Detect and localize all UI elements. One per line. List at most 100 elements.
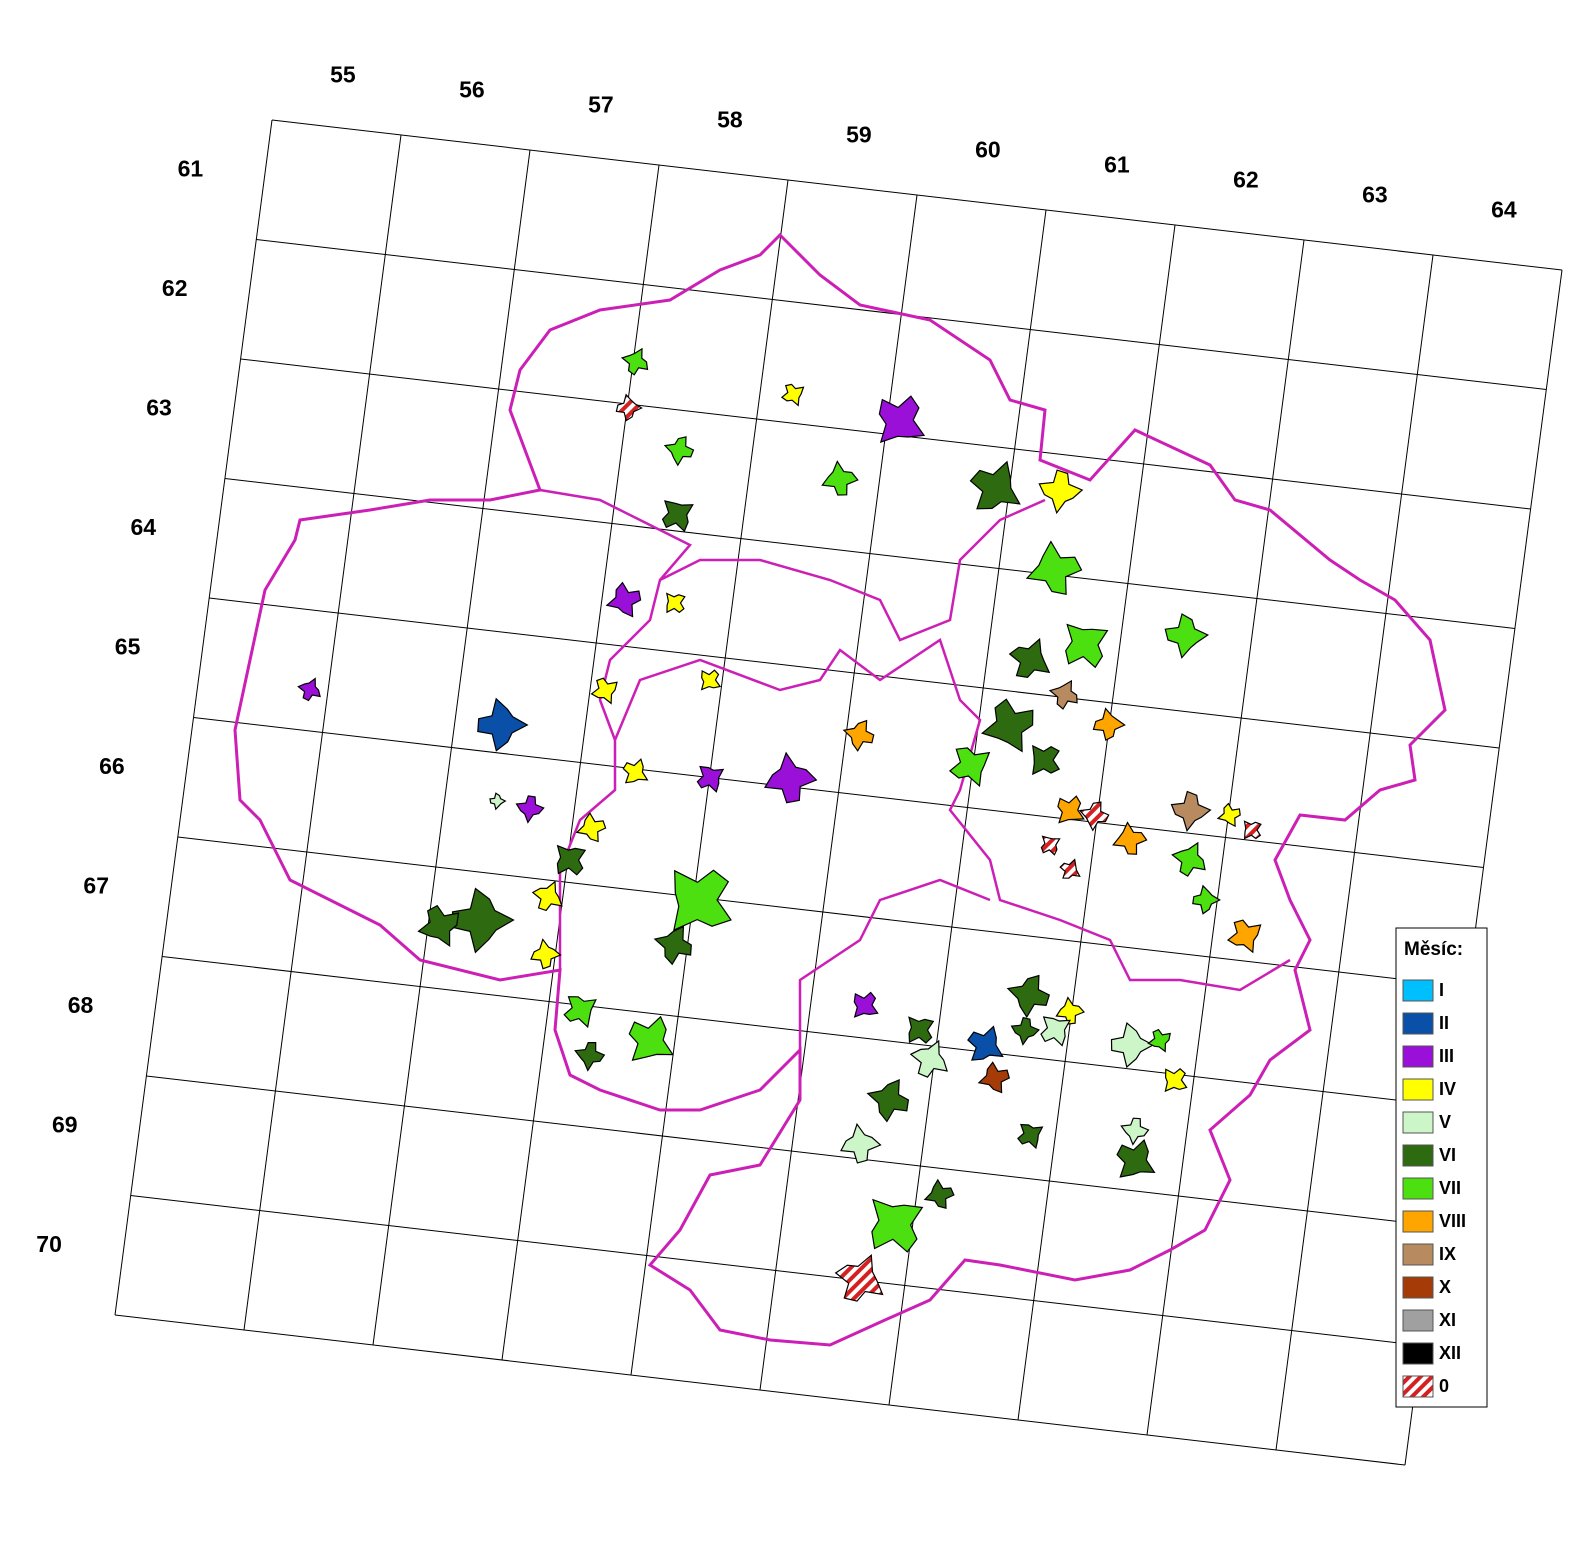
occurrence-patch xyxy=(661,500,694,533)
grid-line xyxy=(224,478,1515,629)
district-boundary xyxy=(539,488,1291,1050)
occurrence-patch xyxy=(1038,469,1084,515)
legend-swatch xyxy=(1402,1045,1434,1068)
legend-swatch xyxy=(1402,1276,1434,1299)
column-label: 62 xyxy=(1233,166,1259,192)
occurrence-patch xyxy=(1078,801,1110,832)
occurrence-patch xyxy=(515,795,545,824)
occurrence-patch xyxy=(531,880,563,912)
occurrence-patch xyxy=(1164,1068,1188,1093)
legend-label: V xyxy=(1439,1112,1451,1132)
occurrence-patch xyxy=(763,751,818,804)
occurrence-patch xyxy=(605,581,642,618)
legend-label: II xyxy=(1439,1013,1449,1033)
grid-line xyxy=(114,1314,1406,1466)
occurrence-patch xyxy=(909,1039,948,1078)
column-label: 57 xyxy=(588,91,614,117)
row-label: 65 xyxy=(115,633,141,659)
legend-swatch xyxy=(1402,1210,1434,1233)
occurrence-patch xyxy=(1120,1117,1150,1146)
occurrence-patch xyxy=(834,1253,884,1302)
occurrence-patch xyxy=(417,904,460,948)
occurrence-patch xyxy=(628,1015,674,1062)
legend-swatch xyxy=(1402,979,1434,1002)
column-label: 55 xyxy=(330,61,356,87)
occurrence-patch xyxy=(821,460,859,496)
occurrence-patch xyxy=(1147,1028,1171,1053)
legend-label: 0 xyxy=(1439,1376,1449,1396)
occurrence-patch xyxy=(530,938,562,970)
occurrence-patch xyxy=(1032,744,1061,776)
occurrence-patch xyxy=(563,996,597,1029)
occurrence-patch xyxy=(297,677,321,702)
legend-swatch xyxy=(1402,1375,1434,1398)
legend-label: XI xyxy=(1439,1310,1456,1330)
legend-label: IV xyxy=(1439,1079,1456,1099)
occurrence-patch xyxy=(1216,802,1241,828)
occurrence-patch xyxy=(878,395,926,444)
occurrence-patch xyxy=(977,1061,1011,1094)
row-label: 61 xyxy=(178,155,204,181)
legend-label: X xyxy=(1439,1277,1451,1297)
grid-line xyxy=(130,1195,1421,1346)
legend-swatch xyxy=(1402,1012,1434,1035)
occurrence-patch xyxy=(696,765,725,793)
occurrence-patch xyxy=(969,460,1021,510)
grid-line xyxy=(162,956,1453,1107)
occurrence-patch xyxy=(1171,841,1206,877)
row-label: 62 xyxy=(162,275,188,301)
occurrence-patch xyxy=(622,758,649,784)
region-outline xyxy=(233,232,1447,1347)
column-label: 61 xyxy=(1104,151,1130,177)
row-label: 70 xyxy=(36,1231,62,1257)
column-label: 63 xyxy=(1362,181,1388,207)
occurrence-patch xyxy=(842,719,875,752)
legend-swatch xyxy=(1402,1243,1434,1266)
legend-swatch xyxy=(1402,1111,1434,1134)
row-label: 69 xyxy=(52,1111,78,1137)
grid-line xyxy=(193,717,1484,868)
occurrence-patch xyxy=(1048,679,1078,710)
occurrence-patch xyxy=(653,925,692,966)
legend-swatch xyxy=(1402,1342,1434,1365)
legend-label: VIII xyxy=(1439,1211,1466,1231)
occurrence-patch xyxy=(620,347,649,376)
occurrence-patch xyxy=(700,669,722,691)
occurrence-patch xyxy=(556,844,587,876)
column-label: 60 xyxy=(975,136,1001,162)
legend-label: VII xyxy=(1439,1178,1461,1198)
occurrence-patch xyxy=(967,1025,1004,1061)
occurrence-patch xyxy=(615,393,643,422)
occurrence-patch xyxy=(780,383,805,407)
occurrence-patch xyxy=(1170,790,1212,832)
legend-swatch xyxy=(1402,1177,1434,1200)
grid-line xyxy=(271,119,1563,271)
grid xyxy=(114,119,1563,1466)
occurrence-patch xyxy=(980,698,1034,753)
legend-label: XII xyxy=(1439,1343,1461,1363)
row-label: 67 xyxy=(83,872,109,898)
occurrence-patch xyxy=(574,1041,606,1072)
legend-swatch xyxy=(1402,1144,1434,1167)
occurrence-patch xyxy=(1010,1016,1040,1046)
column-label: 56 xyxy=(459,76,485,102)
occurrence-patch xyxy=(1055,996,1086,1025)
occurrence-patch xyxy=(853,991,879,1018)
occurrence-patch xyxy=(663,436,695,467)
occurrence-patch xyxy=(665,592,686,614)
occurrence-patch xyxy=(590,677,618,705)
occurrence-patch xyxy=(1057,795,1085,824)
legend-swatch xyxy=(1402,1309,1434,1332)
row-label: 68 xyxy=(68,992,94,1018)
legend-title: Měsíc: xyxy=(1404,939,1463,960)
row-label: 63 xyxy=(146,394,172,420)
occurrence-patch xyxy=(489,792,507,811)
legend-swatch xyxy=(1402,1078,1434,1101)
occurrence-patch xyxy=(575,811,607,843)
occurrence-patch xyxy=(1025,540,1083,596)
occurrence-patch xyxy=(1006,974,1051,1019)
occurrence-patch xyxy=(1110,1022,1155,1069)
